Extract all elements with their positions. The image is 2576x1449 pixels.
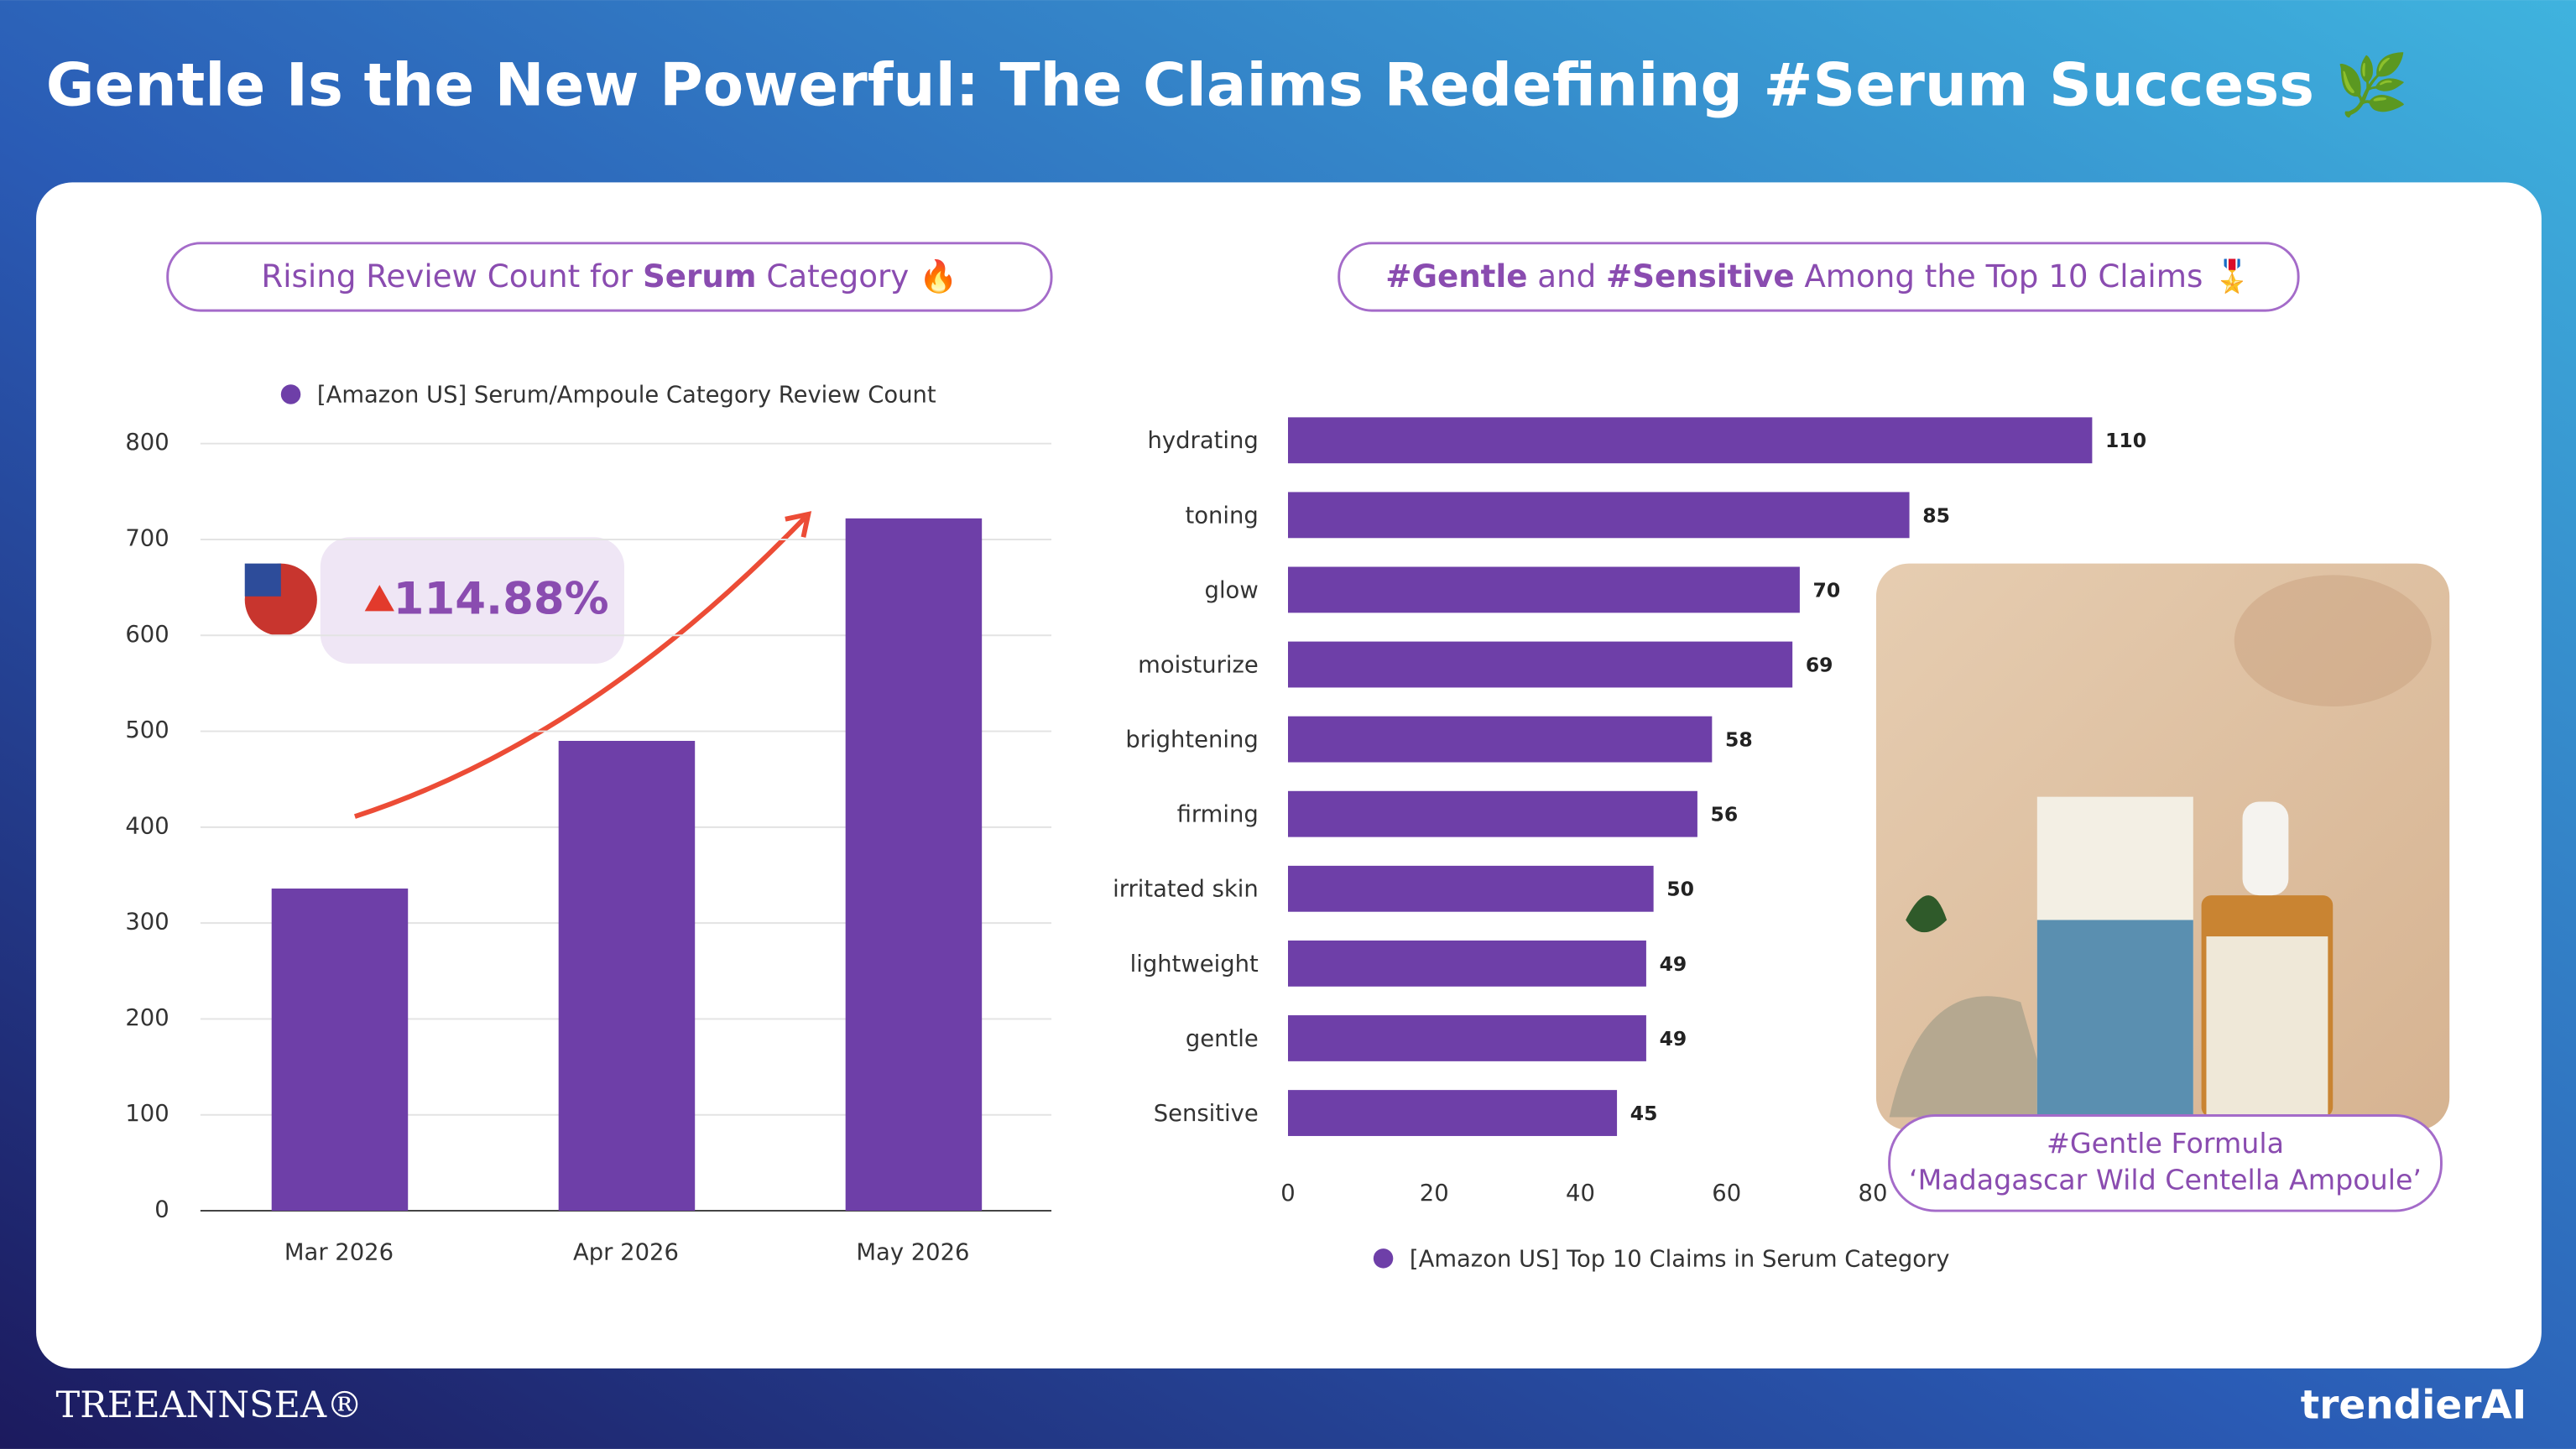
value-label: 58: [1725, 728, 1753, 752]
y-tick-label: Sensitive: [1154, 1101, 1259, 1127]
y-tick-label: 300: [125, 910, 169, 936]
y-tick-label: moisturize: [1138, 652, 1259, 678]
value-label: 70: [1813, 578, 1841, 602]
value-label: 45: [1630, 1102, 1658, 1125]
bar: [1288, 865, 1654, 912]
value-label: 110: [2105, 429, 2146, 452]
bar: [845, 518, 983, 1212]
bar: [1288, 940, 1646, 987]
bar: [1288, 492, 1910, 539]
title-part: #Sensitive: [1606, 257, 1795, 294]
x-tick-label: 20: [1420, 1181, 1449, 1207]
arrow-head: [785, 511, 812, 538]
bar: [271, 889, 409, 1212]
caption-line: #Gentle Formula: [2047, 1127, 2284, 1160]
annotation-box: [320, 537, 625, 665]
flag-canton: [244, 563, 281, 597]
slide-title: Gentle Is the New Powerful: The Claims R…: [46, 50, 2409, 119]
y-tick-label: 0: [154, 1197, 169, 1223]
y-tick-label: 600: [125, 622, 169, 648]
y-tick-label: gentle: [1186, 1026, 1259, 1052]
y-tick-label: 400: [125, 813, 169, 839]
x-tick-label: Mar 2026: [284, 1239, 394, 1265]
right-pill: [1338, 242, 2300, 312]
title-part: Category 🔥: [757, 257, 958, 294]
bar: [1288, 417, 2093, 464]
x-tick-label: 60: [1712, 1181, 1741, 1207]
bar: [1288, 1015, 1646, 1061]
y-tick-label: firming: [1177, 802, 1259, 828]
value-label: 49: [1660, 952, 1687, 976]
x-tick-label: 80: [1859, 1181, 1888, 1207]
y-tick-label: glow: [1205, 577, 1259, 603]
legend-swatch: [1373, 1248, 1394, 1269]
title-part: Among the Top 10 Claims 🎖️: [1795, 257, 2252, 294]
brand: TREEANNSEA®: [56, 1384, 363, 1426]
bar: [1288, 790, 1697, 837]
y-tick-label: lightweight: [1130, 951, 1259, 977]
left-chart-title: Rising Review Count for Serum Category 🔥: [261, 257, 957, 294]
y-tick-label: irritated skin: [1113, 877, 1259, 903]
bar: [1288, 1090, 1618, 1136]
bar: [1288, 566, 1800, 613]
title-part: Rising Review Count for: [261, 257, 643, 294]
product-photo: [1875, 563, 2450, 1131]
bar: [1288, 641, 1793, 688]
y-tick-label: 800: [125, 430, 169, 456]
y-tick-label: brightening: [1125, 727, 1258, 753]
value-label: 56: [1711, 803, 1739, 826]
x-tick-label: 40: [1566, 1181, 1595, 1207]
legend-label: [Amazon US] Top 10 Claims in Serum Categ…: [1410, 1246, 1950, 1272]
title-part: Serum: [643, 257, 757, 294]
y-tick-label: 200: [125, 1005, 169, 1031]
y-tick-label: hydrating: [1148, 428, 1259, 454]
x-tick-label: May 2026: [856, 1239, 969, 1265]
trend-arrow: [353, 515, 807, 819]
value-label: 85: [1922, 503, 1950, 527]
left-pill: [166, 242, 1053, 312]
x-tick-label: 0: [1280, 1181, 1295, 1207]
value-label: 50: [1666, 878, 1694, 901]
value-label: 69: [1806, 653, 1833, 676]
up-triangle: [364, 585, 394, 612]
caption-box: [1888, 1114, 2443, 1212]
caption-line: ‘Madagascar Wild Centella Ampoule’: [1909, 1163, 2422, 1196]
bar: [1288, 716, 1713, 763]
bar: [558, 741, 696, 1212]
x-tick-label: Apr 2026: [573, 1239, 679, 1265]
value-label: 49: [1660, 1027, 1687, 1050]
y-tick-label: 500: [125, 717, 169, 743]
growth-label: 114.88%: [394, 573, 609, 624]
legend-swatch: [280, 384, 301, 404]
legend-label: [Amazon US] Serum/Ampoule Category Revie…: [317, 382, 936, 408]
right-chart-title: #Gentle and #Sensitive Among the Top 10 …: [1385, 257, 2251, 294]
y-tick-label: 700: [125, 525, 169, 551]
logo: trendierAI: [2301, 1382, 2526, 1428]
title-part: and: [1527, 257, 1606, 294]
title-part: #Gentle: [1385, 257, 1527, 294]
y-tick-label: toning: [1185, 503, 1258, 529]
y-tick-label: 100: [125, 1101, 169, 1127]
